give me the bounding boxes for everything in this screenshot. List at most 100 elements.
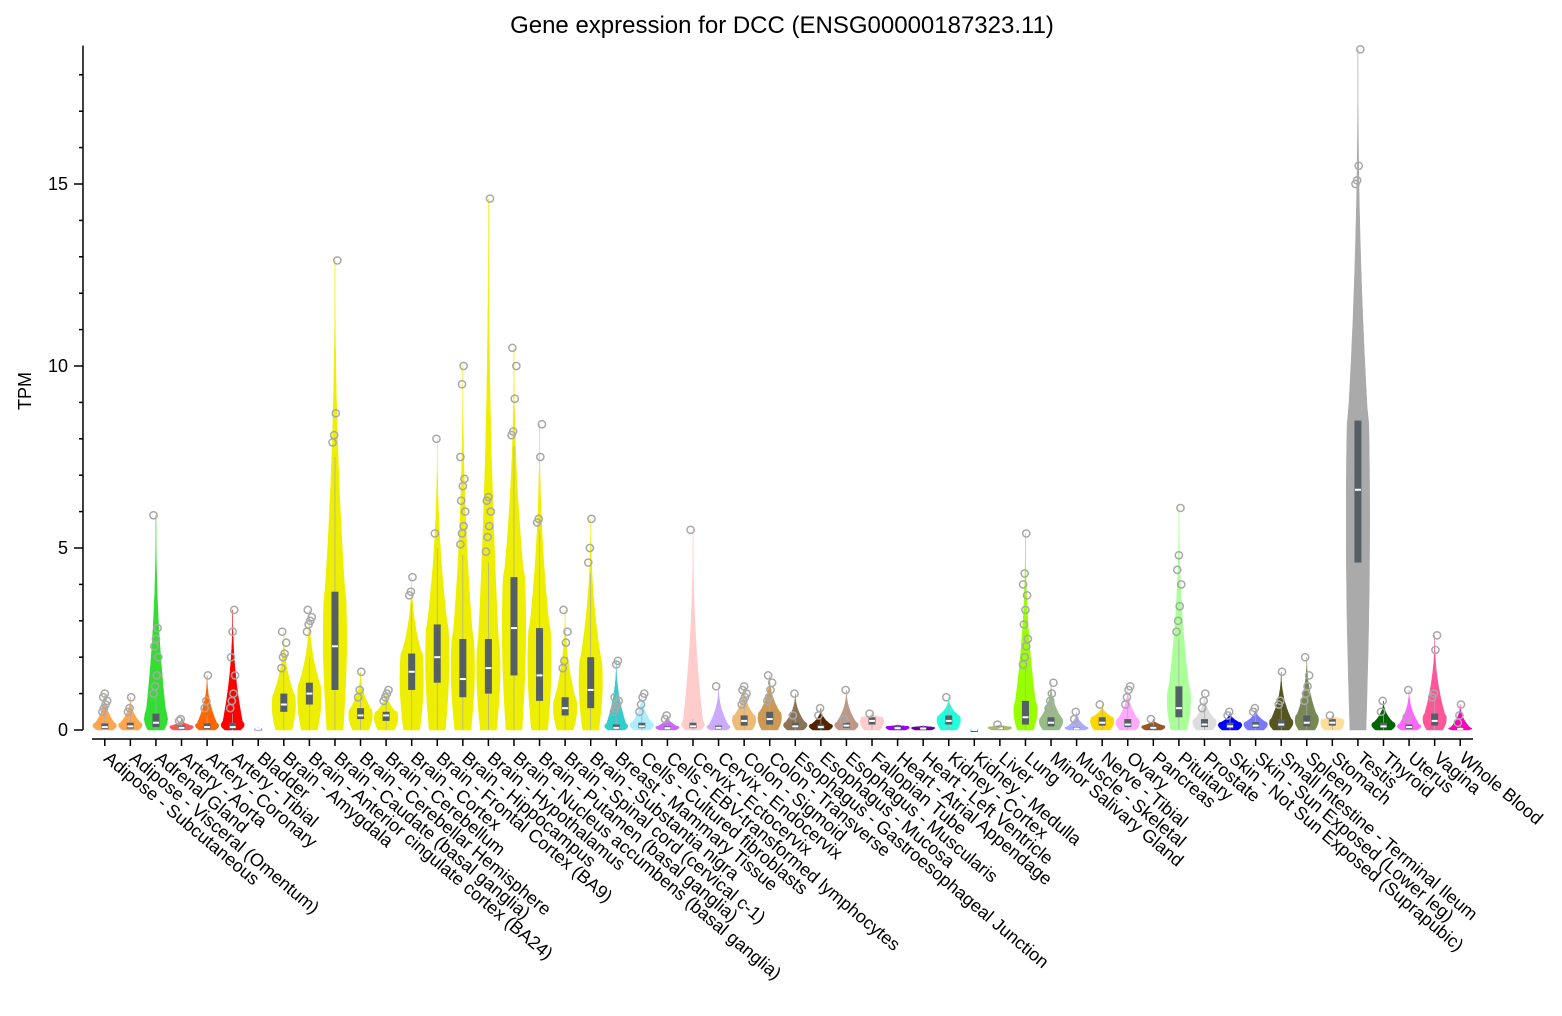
chart-title: Gene expression for DCC (ENSG00000187323…: [510, 12, 1054, 39]
y-tick-label: 5: [58, 538, 68, 558]
median-mark: [306, 692, 313, 695]
violin-47: [1269, 667, 1294, 731]
violin-body: [118, 697, 143, 731]
outlier-point: [1300, 652, 1310, 662]
outlier-point: [639, 689, 649, 698]
outlier-point: [767, 678, 777, 688]
outlier-point: [1276, 696, 1285, 706]
median-mark: [127, 725, 134, 728]
median-mark: [101, 726, 108, 729]
violin-32: [885, 724, 910, 731]
violin-27: [757, 671, 782, 731]
outlier-point: [1021, 529, 1031, 538]
violin-49: [1320, 711, 1345, 731]
median-mark: [817, 726, 824, 729]
median-mark: [434, 656, 441, 659]
iqr-box: [229, 722, 237, 729]
violin-41: [1115, 681, 1140, 731]
outlier-point: [406, 587, 416, 597]
outlier-point: [841, 685, 850, 695]
iqr-box: [561, 697, 569, 716]
violin-26: [732, 681, 757, 731]
outlier-point: [839, 714, 849, 724]
outlier-point: [460, 474, 469, 484]
median-mark: [152, 721, 159, 724]
outlier-point: [561, 638, 571, 647]
median-mark: [1278, 723, 1285, 726]
violin-18: [527, 419, 552, 731]
iqr-box: [331, 591, 339, 690]
violin-53: [1422, 631, 1447, 731]
outlier-point: [150, 681, 160, 691]
outlier-point: [1022, 590, 1032, 600]
outlier-point: [993, 720, 1002, 729]
violin-44: [1192, 689, 1217, 731]
outlier-point: [152, 671, 162, 680]
outlier-point: [613, 656, 623, 666]
violin-34: [936, 692, 961, 731]
outlier-point: [151, 634, 161, 644]
outlier-point: [149, 510, 158, 520]
violin-28: [783, 689, 808, 731]
violin-body: [1013, 533, 1038, 731]
violin-series: [92, 44, 1473, 732]
iqr-box: [433, 624, 441, 683]
violin-body: [450, 366, 475, 731]
violin-25: [706, 681, 731, 731]
outlier-point: [153, 652, 163, 662]
y-tick-label: 0: [58, 720, 68, 740]
outlier-point: [1020, 652, 1030, 662]
median-mark: [741, 719, 748, 722]
violin-31: [859, 709, 885, 731]
outlier-point: [711, 681, 721, 691]
median-mark: [1252, 724, 1259, 727]
iqr-box: [1021, 700, 1029, 725]
violin-16: [476, 194, 501, 731]
outlier-point: [662, 711, 671, 720]
outlier-point: [125, 703, 134, 713]
outlier-point: [153, 623, 162, 633]
violin-17: [501, 343, 526, 731]
outlier-point: [457, 379, 467, 389]
outlier-point: [432, 434, 441, 444]
outlier-point: [277, 663, 286, 673]
violin-24: [680, 525, 706, 731]
outlier-point: [534, 514, 544, 524]
median-mark: [1227, 725, 1234, 728]
violin-2: [118, 692, 143, 731]
iqr-box: [1124, 719, 1132, 728]
iqr-box: [152, 713, 160, 728]
outlier-point: [1125, 681, 1135, 691]
outlier-point: [281, 638, 291, 647]
median-mark: [1303, 721, 1310, 724]
violin-body: [143, 515, 168, 731]
y-tick-label: 10: [48, 356, 68, 376]
violin-43: [1166, 503, 1191, 731]
violin-29: [808, 703, 833, 731]
median-mark: [280, 703, 287, 706]
outlier-point: [583, 558, 593, 567]
median-mark: [1457, 727, 1464, 730]
violin-33: [911, 724, 936, 731]
outlier-point: [1304, 671, 1314, 680]
iqr-box: [587, 657, 595, 709]
outlier-point: [384, 685, 393, 695]
median-mark: [1175, 707, 1182, 710]
outlier-point: [1023, 634, 1033, 644]
outlier-point: [1200, 689, 1210, 698]
outlier-point: [229, 689, 238, 698]
outlier-point: [1047, 689, 1057, 698]
violin-46: [1243, 703, 1268, 731]
outlier-point: [408, 572, 417, 582]
outlier-point: [1174, 550, 1184, 560]
outlier-point: [1173, 616, 1183, 626]
outlier-point: [1250, 703, 1260, 713]
outlier-point: [1378, 696, 1388, 706]
violin-6: [220, 605, 245, 731]
violin-39: [1064, 707, 1089, 731]
outlier-point: [307, 612, 317, 622]
outlier-point: [1019, 620, 1029, 629]
outlier-point: [1176, 580, 1186, 589]
outlier-point: [356, 667, 366, 677]
outlier-point: [559, 605, 568, 615]
